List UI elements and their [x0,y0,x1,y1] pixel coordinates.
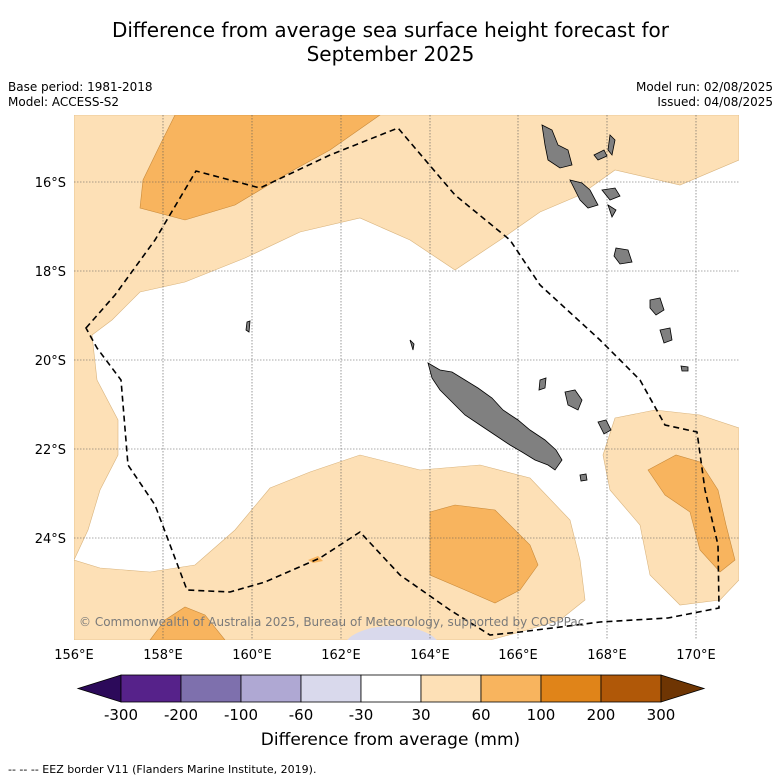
anomaly-region-negative [347,626,437,640]
island-small-1 [538,377,547,391]
anomaly-region-60-100-northwest [139,115,381,221]
colorbar-bin [480,674,542,703]
loyalty-islands [564,389,583,411]
lon-label: 160°E [232,648,272,663]
vanuatu-island-b [607,134,616,156]
lat-label: 22°S [35,443,66,458]
colorbar [76,674,706,703]
graticule [74,115,739,640]
lat-label: 16°S [35,176,66,191]
vanuatu-island-a [593,149,608,161]
metadata-right: Model run: 02/08/2025 Issued: 04/08/2025 [636,80,773,110]
colorbar-label: -60 [289,706,314,724]
anomaly-region-60-100-south [429,504,539,604]
anomaly-region-30-60-east [602,409,739,606]
copyright-text: © Commonwealth of Australia 2025, Bureau… [79,615,584,629]
vanuatu-aneityum [680,365,689,372]
map-title: Difference from average sea surface heig… [0,18,781,66]
colorbar-label: 300 [647,706,676,724]
colorbar-bin [420,674,482,703]
anomaly-region-60-100-east [647,454,736,573]
vanuatu-erromango [613,247,633,265]
title-line-1: Difference from average sea surface heig… [111,18,670,42]
lon-label: 156°E [54,648,94,663]
vanuatu-island-d [649,297,665,316]
lon-label: 158°E [143,648,183,663]
land [245,124,689,482]
base-period-text: Base period: 1981-2018 [8,80,153,94]
colorbar-label: 200 [587,706,616,724]
colorbar-label: -100 [224,706,258,724]
longitude-labels: 156°E 158°E 160°E 162°E 164°E 166°E 168°… [54,648,716,663]
lat-label: 24°S [35,532,66,547]
lat-label: 18°S [35,265,66,280]
colorbar-bin [120,674,182,703]
colorbar-bin [240,674,302,703]
colorbar-labels: -300 -200 -100 -60 -30 30 60 100 200 300 [104,706,675,724]
lon-label: 168°E [587,648,627,663]
colorbar-title: Difference from average (mm) [260,730,521,750]
colorbar-label: 100 [527,706,556,724]
colorbar-high-extension [660,674,706,703]
new-caledonia-island [427,362,563,471]
colorbar-label: -300 [104,706,138,724]
colorbar-bin [540,674,602,703]
colorbar-label: -30 [349,706,374,724]
metadata-left: Base period: 1981-2018 Model: ACCESS-S2 [8,80,153,110]
model-text: Model: ACCESS-S2 [8,95,120,109]
latitude-labels: 16°S 18°S 20°S 22°S 24°S [35,176,66,547]
eez-border [85,127,720,636]
anomaly-region-30-60-north [74,115,739,561]
island-small-2 [409,339,415,351]
vanuatu-tanna [659,327,673,344]
island-small-3 [579,473,588,482]
vanuatu-efate [601,187,621,201]
vanuatu-island-c [607,204,617,218]
lon-label: 170°E [676,648,716,663]
colorbar-label: 60 [471,706,490,724]
vanuatu-espiritu-santo [541,124,573,169]
map-panel [74,115,739,640]
colorbar-bin [300,674,362,703]
lat-label: 20°S [35,354,66,369]
vanuatu-malakula [569,179,599,209]
colorbar-bin [600,674,662,703]
lon-label: 164°E [410,648,450,663]
anomaly-region-60-100-southwest [149,606,226,640]
eez-legend-footnote: -- -- -- EEZ border V11 (Flanders Marine… [8,763,317,776]
lifou-island [597,419,612,435]
colorbar-label: -200 [164,706,198,724]
lon-label: 162°E [321,648,361,663]
title-line-2: September 2025 [306,42,475,66]
chesterfield-island [245,320,251,333]
model-run-text: Model run: 02/08/2025 [635,80,773,94]
issued-text: Issued: 04/08/2025 [657,95,773,109]
colorbar-label: 30 [411,706,430,724]
colorbar-low-extension [76,674,122,703]
colorbar-bin [180,674,242,703]
lon-label: 166°E [498,648,538,663]
colorbar-bin [360,674,422,703]
